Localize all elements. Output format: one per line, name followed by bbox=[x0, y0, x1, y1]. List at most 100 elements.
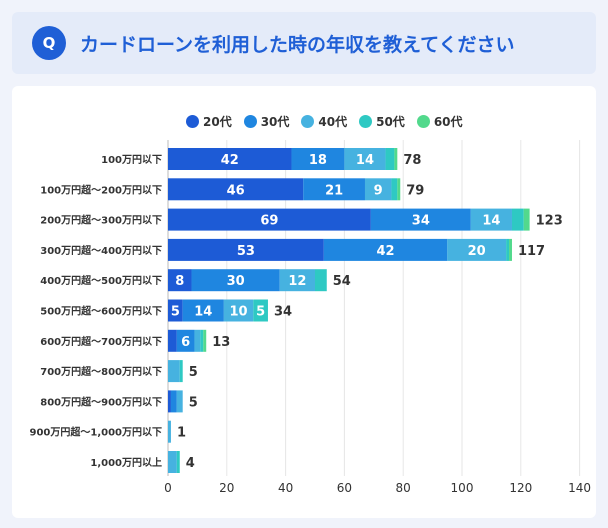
x-tick-label: 80 bbox=[396, 481, 411, 495]
legend-item: 20代 bbox=[186, 113, 232, 130]
legend-label: 20代 bbox=[203, 114, 232, 129]
category-label: 600万円超〜700万円以下 bbox=[40, 335, 162, 348]
segment-value-label: 10 bbox=[230, 305, 248, 320]
bar-segment bbox=[523, 208, 530, 231]
category-label: 500万円超〜600万円以下 bbox=[40, 305, 162, 318]
bar-segment bbox=[509, 238, 512, 261]
x-tick-label: 40 bbox=[278, 481, 293, 495]
bar-segment bbox=[176, 390, 183, 413]
segment-value-label: 42 bbox=[221, 153, 239, 168]
x-tick-label: 140 bbox=[568, 481, 591, 495]
bar-segment bbox=[470, 208, 512, 231]
legend-item: 60代 bbox=[416, 113, 463, 130]
segment-value-label: 53 bbox=[237, 244, 255, 259]
bar-segment bbox=[303, 178, 365, 201]
category-label: 400万円超〜500万円以下 bbox=[40, 274, 162, 287]
legend-label: 40代 bbox=[318, 114, 348, 129]
category-label: 1,000万円以上 bbox=[90, 456, 162, 469]
x-tick-label: 120 bbox=[509, 481, 532, 495]
legend-swatch bbox=[243, 114, 257, 128]
chart-legend: 20代 30代 40代 50代 60代 bbox=[186, 112, 463, 130]
question-title: カードローンを利用した時の年収を教えてください bbox=[80, 34, 515, 56]
bar-segment bbox=[194, 329, 201, 352]
x-tick-label: 100 bbox=[451, 481, 474, 495]
bar-segment bbox=[168, 269, 192, 292]
legend-swatch bbox=[416, 114, 430, 128]
segment-value-label: 14 bbox=[482, 214, 500, 229]
total-value-label: 117 bbox=[518, 244, 545, 259]
legend-label: 30代 bbox=[260, 114, 290, 129]
category-label: 100万円以下 bbox=[101, 154, 162, 166]
total-value-label: 79 bbox=[406, 183, 424, 198]
bar-segment bbox=[370, 208, 471, 231]
legend-item: 30代 bbox=[243, 113, 290, 130]
segment-value-label: 21 bbox=[325, 183, 343, 198]
bar-segment bbox=[200, 329, 204, 352]
total-value-label: 5 bbox=[189, 365, 198, 380]
segment-value-label: 6 bbox=[181, 335, 190, 350]
segment-value-label: 9 bbox=[374, 183, 383, 198]
bar-segment bbox=[447, 238, 507, 261]
category-label: 200万円超〜300万円以下 bbox=[40, 214, 162, 227]
category-label: 700万円超〜800万円以下 bbox=[40, 365, 162, 378]
category-label: 800万円超〜900万円以下 bbox=[40, 395, 162, 408]
bar-segment bbox=[170, 390, 177, 413]
bar-segment bbox=[203, 329, 207, 352]
bar-segment bbox=[168, 420, 171, 443]
bar-segment bbox=[279, 269, 315, 292]
total-value-label: 54 bbox=[333, 274, 351, 289]
x-tick-label: 20 bbox=[219, 481, 234, 495]
segment-value-label: 30 bbox=[227, 274, 245, 289]
total-value-label: 5 bbox=[189, 395, 198, 410]
bar-segment bbox=[168, 390, 171, 413]
total-value-label: 34 bbox=[274, 305, 292, 320]
bar-segment bbox=[168, 208, 371, 231]
segment-value-label: 14 bbox=[356, 153, 374, 168]
bar-segment bbox=[344, 148, 386, 170]
bar-segment bbox=[168, 178, 304, 201]
bar-segment bbox=[168, 360, 180, 383]
total-value-label: 13 bbox=[212, 335, 230, 350]
x-tick-label: 60 bbox=[337, 481, 352, 495]
segment-value-label: 42 bbox=[377, 244, 395, 259]
segment-value-label: 46 bbox=[227, 183, 245, 198]
bar-segment bbox=[179, 360, 183, 383]
legend-label: 50代 bbox=[376, 114, 405, 129]
bar-segment bbox=[385, 148, 395, 170]
segment-value-label: 34 bbox=[412, 214, 430, 229]
segment-value-label: 8 bbox=[175, 274, 184, 289]
bar-segment bbox=[394, 148, 398, 170]
category-label: 300万円超〜400万円以下 bbox=[40, 244, 162, 257]
question-badge: Q bbox=[32, 26, 66, 60]
legend-label: 60代 bbox=[433, 114, 463, 129]
bar-segment bbox=[168, 329, 177, 352]
legend-swatch bbox=[359, 114, 373, 128]
total-value-label: 123 bbox=[536, 214, 563, 229]
legend-swatch bbox=[186, 114, 199, 128]
bar-segment bbox=[191, 269, 280, 292]
total-value-label: 1 bbox=[177, 426, 186, 441]
bar-segment bbox=[168, 451, 177, 473]
bar-segment bbox=[168, 299, 183, 322]
segment-value-label: 18 bbox=[309, 153, 327, 168]
bar-segment bbox=[223, 299, 254, 322]
bar-segment bbox=[323, 238, 448, 261]
bar-segment bbox=[253, 299, 268, 322]
x-tick-label: 0 bbox=[164, 481, 172, 495]
bar-segment bbox=[397, 178, 401, 201]
bar-segment bbox=[176, 329, 195, 352]
segment-value-label: 12 bbox=[288, 274, 306, 289]
legend-item: 40代 bbox=[301, 113, 347, 130]
bar-segment bbox=[176, 451, 180, 473]
bar-segment bbox=[364, 178, 392, 201]
segment-value-label: 5 bbox=[171, 305, 180, 320]
segment-value-label: 14 bbox=[194, 305, 212, 320]
total-value-label: 4 bbox=[186, 456, 195, 471]
bar-segment bbox=[391, 178, 398, 201]
legend-swatch bbox=[301, 114, 315, 128]
bar-segment bbox=[291, 148, 345, 170]
segment-value-label: 69 bbox=[260, 214, 278, 229]
bar-segment bbox=[511, 208, 524, 231]
legend-item: 50代 bbox=[359, 113, 405, 130]
